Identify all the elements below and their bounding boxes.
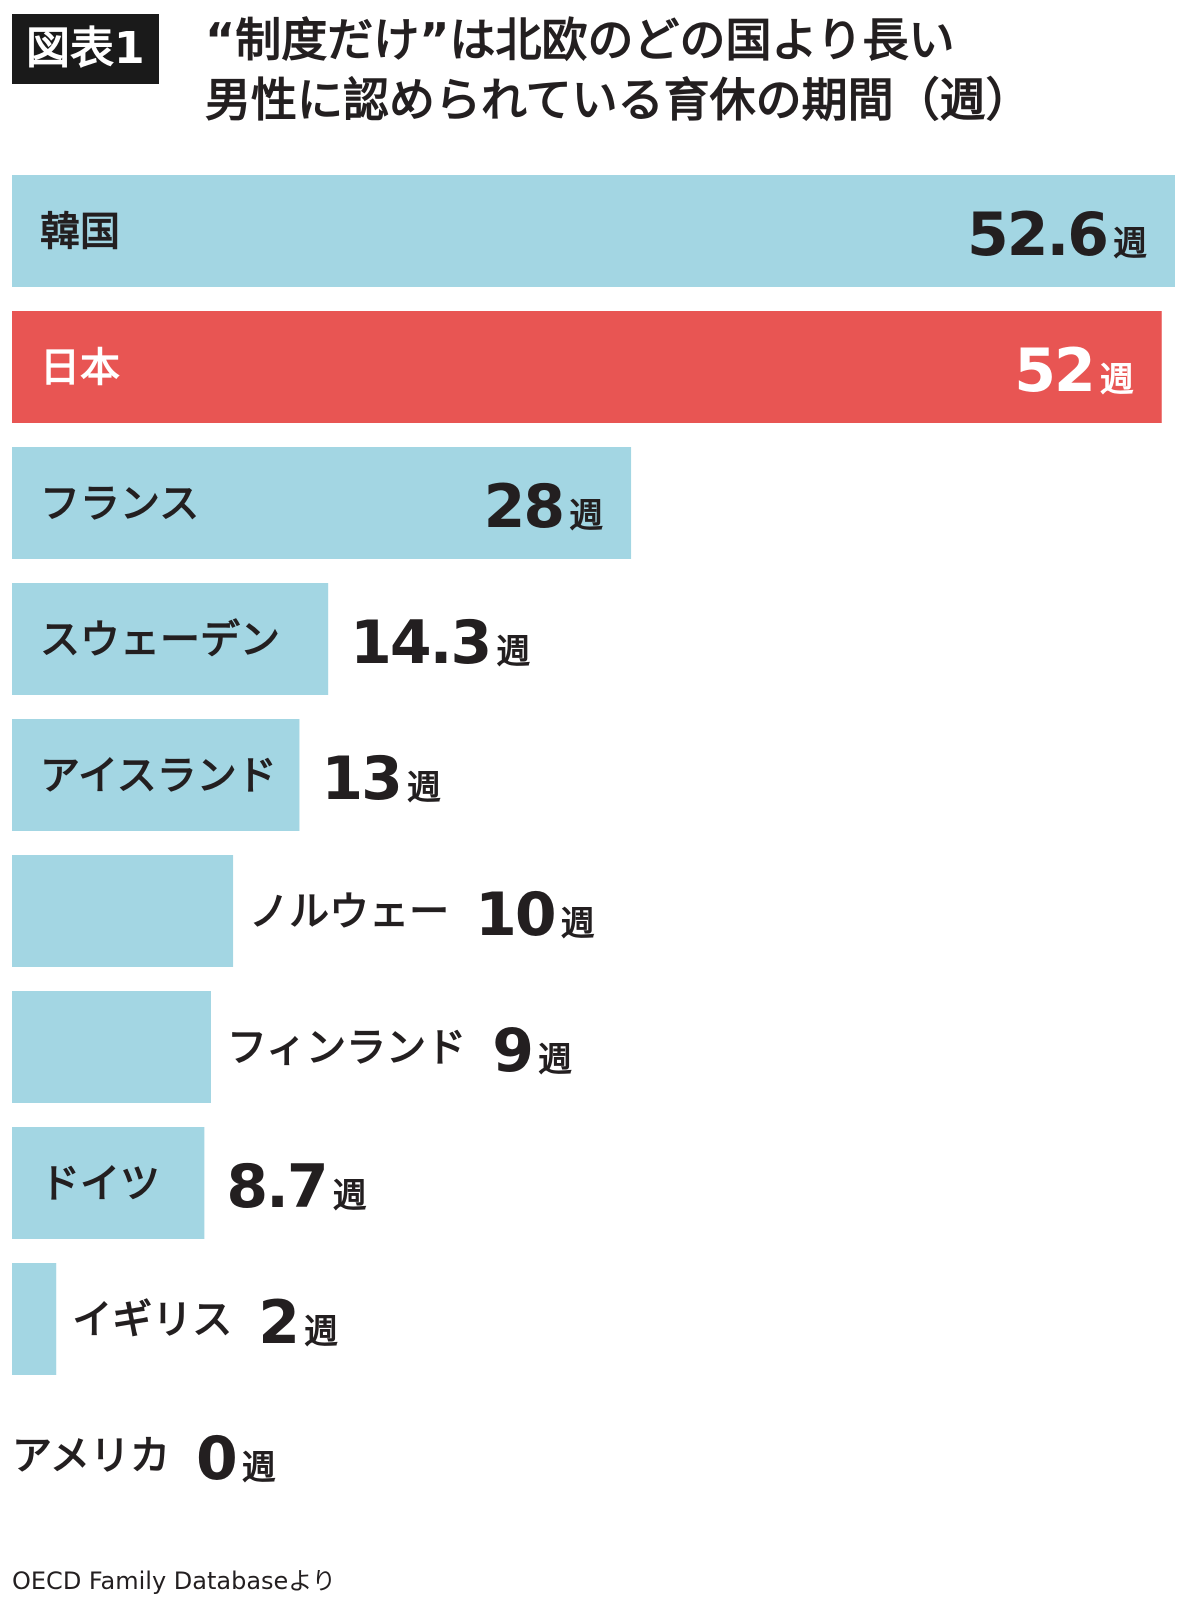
bar-category-label: イギリス	[72, 1297, 232, 1343]
bar	[12, 719, 300, 831]
bar-group: イギリス 2 週	[12, 1263, 338, 1375]
bar-value-label: 9	[492, 1016, 532, 1086]
bar-group: スウェーデン 14.3 週	[12, 583, 530, 695]
bar-value-label: 13	[321, 744, 401, 814]
figure-badge: 図表1	[12, 14, 159, 84]
bar-category-label: フィンランド	[227, 1025, 466, 1071]
bar-category-label: ドイツ	[40, 1161, 160, 1207]
chart-title-line-2: 男性に認められている育休の期間（週）	[205, 73, 1032, 127]
bar-group: ノルウェー 10 週	[12, 855, 595, 967]
bar-unit-label: 週	[407, 768, 441, 808]
bar-category-label: フランス	[40, 481, 199, 527]
bar-unit-label: 週	[561, 904, 595, 944]
bar-unit-label: 週	[1100, 360, 1134, 400]
bar-unit-label: 週	[1113, 224, 1147, 264]
bar-category-label: スウェーデン	[40, 617, 280, 663]
bar-value-label: 14.3	[350, 608, 490, 678]
bar	[12, 1127, 205, 1239]
bar	[12, 447, 632, 559]
bar-group: 韓国 52.6 週	[12, 175, 1175, 287]
chart-title: “制度だけ”は北欧のどの国より長い 男性に認められている育休の期間（週）	[205, 10, 1190, 130]
bar-category-label: 日本	[40, 345, 120, 391]
bar-category-label: ノルウェー	[249, 889, 449, 935]
bar-value-label: 2	[258, 1288, 298, 1358]
bar-value-label: 28	[484, 472, 564, 542]
bar-unit-label: 週	[333, 1176, 367, 1216]
bar-value-label: 52.6	[967, 200, 1107, 270]
bar-group: フィンランド 9 週	[12, 991, 572, 1103]
bar-group: フランス 28 週	[12, 447, 632, 559]
bar-value-label: 8.7	[226, 1152, 326, 1222]
bar	[12, 583, 329, 695]
bar-value-label: 0	[196, 1424, 236, 1494]
bar-unit-label: 週	[304, 1312, 338, 1352]
bar-unit-label: 週	[496, 632, 530, 672]
bar-group: アイスランド 13 週	[12, 719, 441, 831]
source-note: OECD Family Databaseより	[12, 1567, 336, 1595]
bar-category-label: アイスランド	[40, 753, 277, 799]
bar	[12, 991, 211, 1103]
bar-value-label: 10	[475, 880, 555, 950]
bar-unit-label: 週	[242, 1448, 276, 1488]
bar	[12, 1263, 57, 1375]
bar-value-label: 52	[1014, 336, 1094, 406]
bar-category-label: 韓国	[40, 209, 120, 255]
bar	[12, 175, 1175, 287]
bar-group: ドイツ 8.7 週	[12, 1127, 367, 1239]
bar-unit-label: 週	[569, 496, 603, 536]
bar-group: 日本 52 週	[12, 311, 1162, 423]
bar-group: アメリカ 0 週	[12, 1424, 276, 1494]
bar-unit-label: 週	[538, 1040, 572, 1080]
bar-category-label: アメリカ	[12, 1433, 170, 1479]
bar	[12, 311, 1162, 423]
bar	[12, 855, 234, 967]
chart-title-line-1: “制度だけ”は北欧のどの国より長い	[205, 13, 955, 67]
